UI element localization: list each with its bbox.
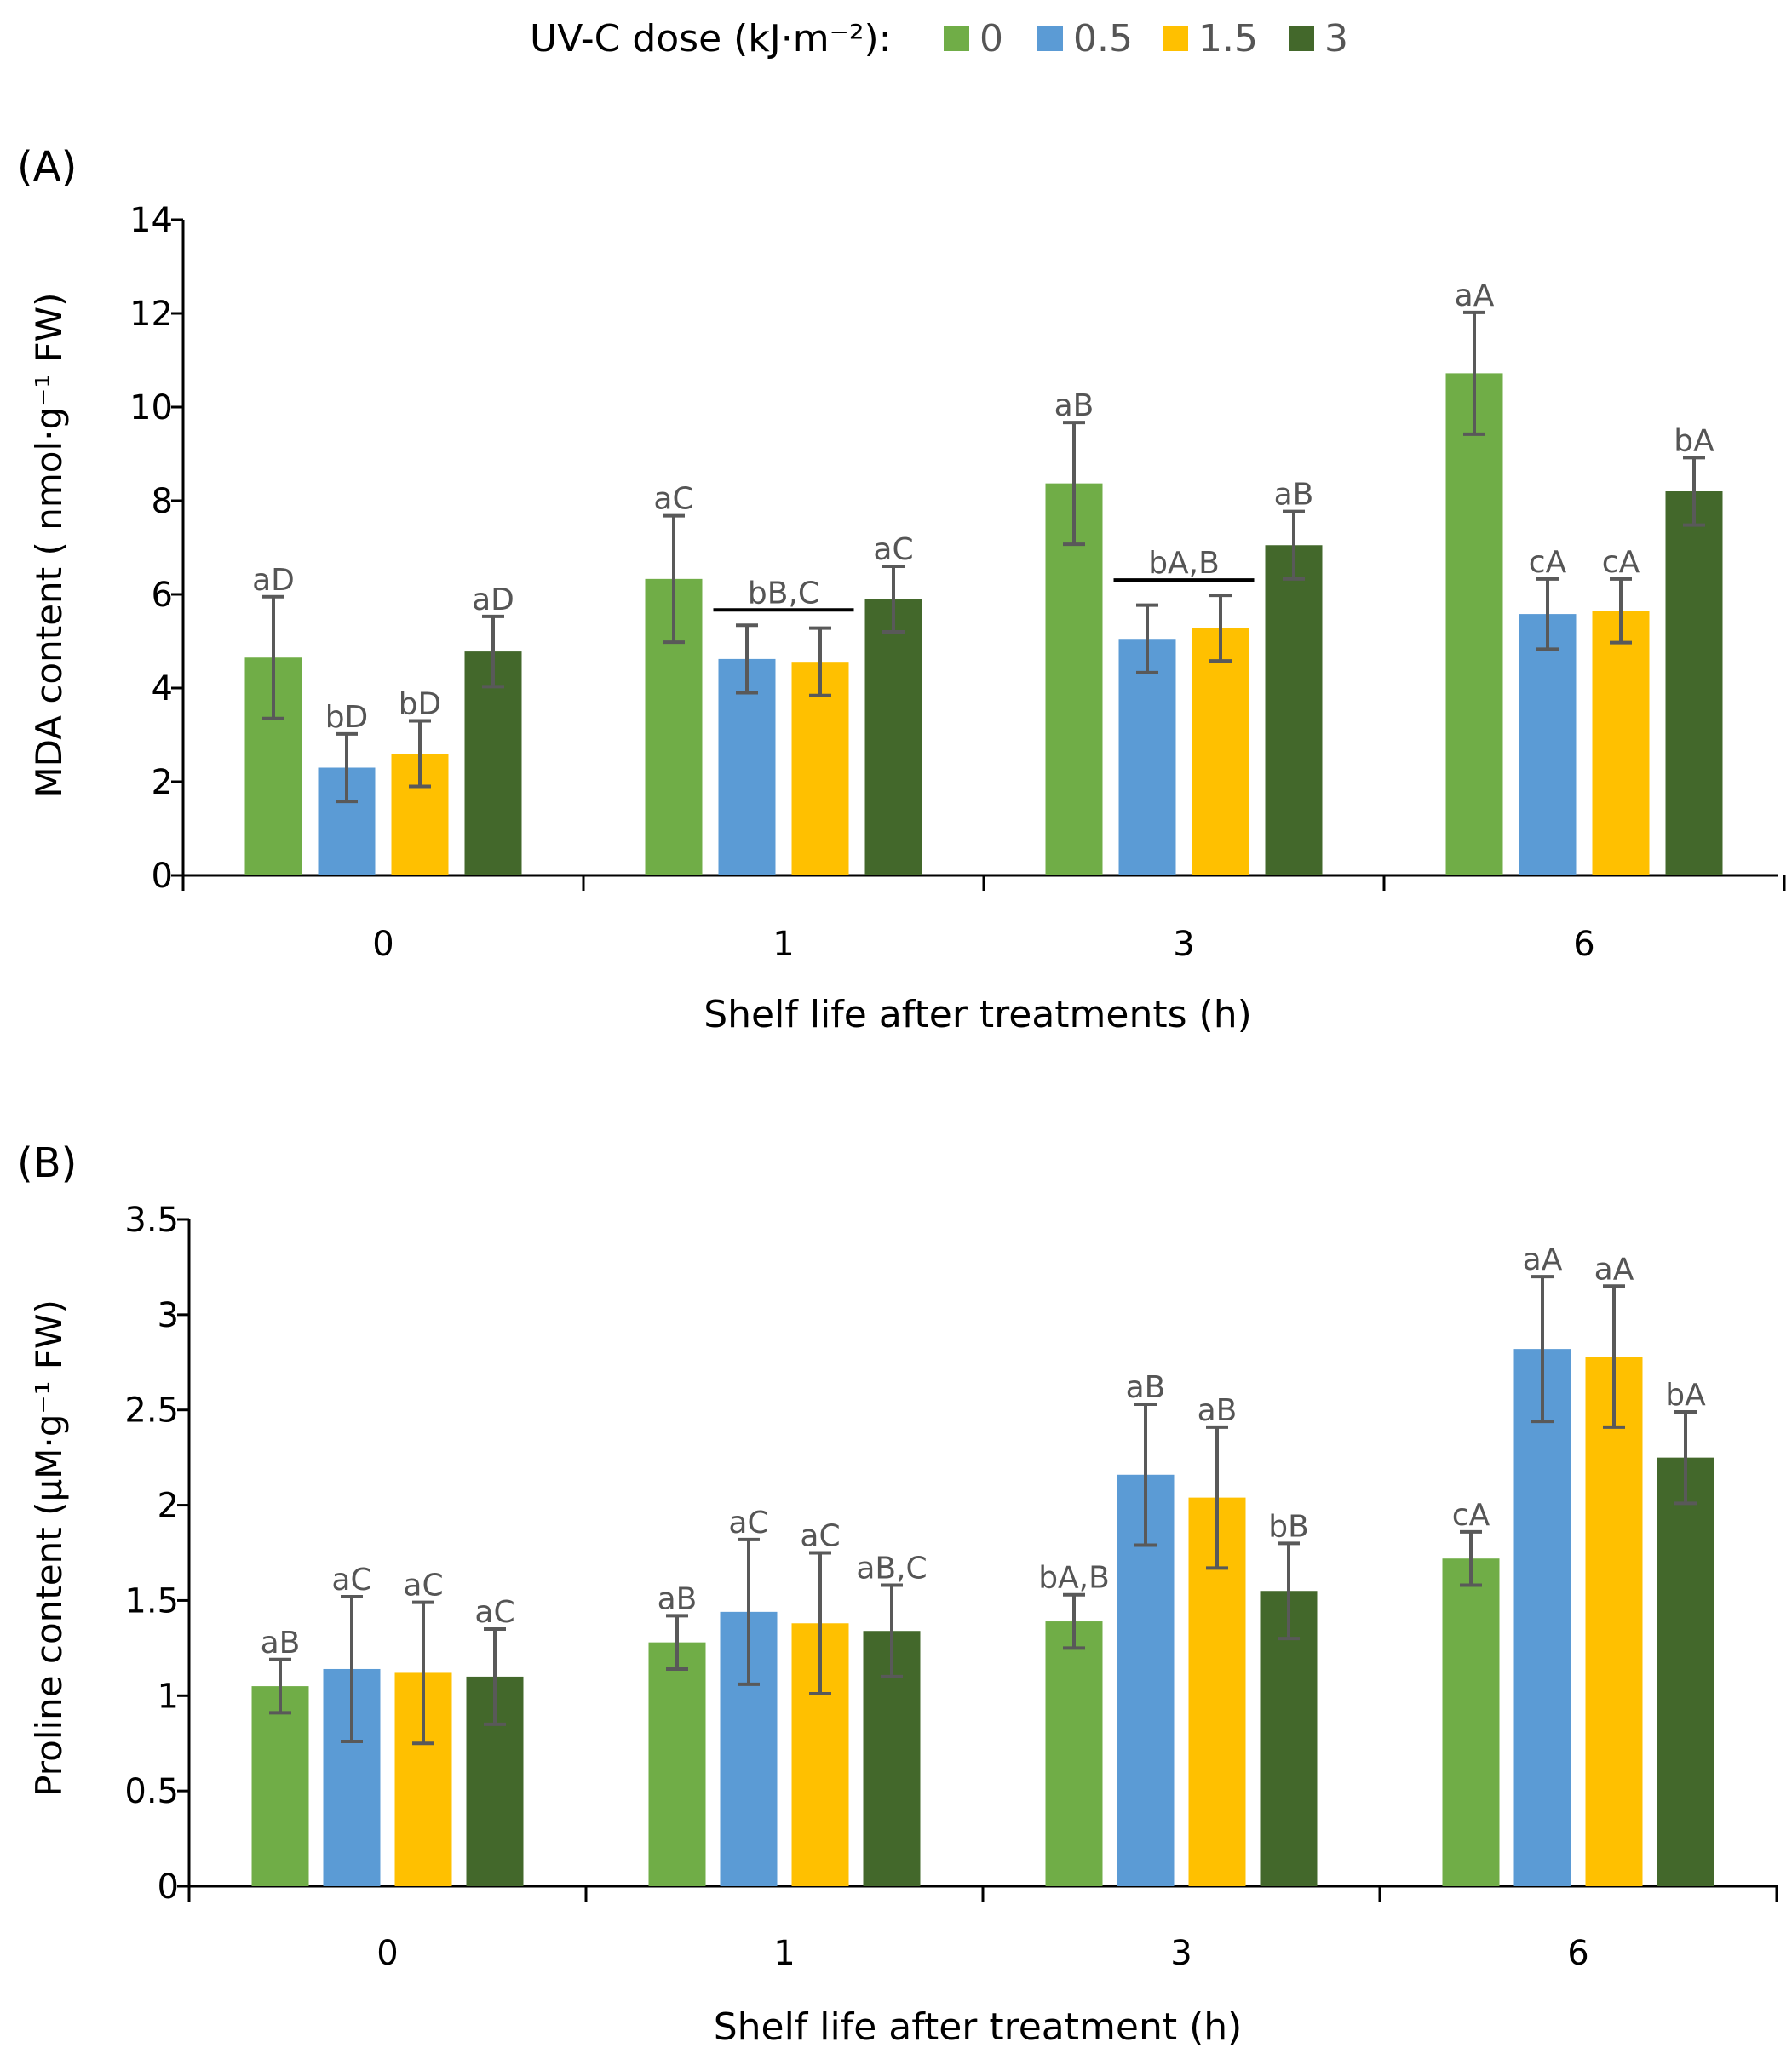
b-y-tick-label: 0.5 (124, 1772, 179, 1811)
legend: UV-C dose (kJ·m⁻²): 0 0.5 1.5 3 (530, 17, 1348, 60)
legend-label-0: 0 (979, 17, 1003, 60)
b-significance-label: aB,C (856, 1552, 927, 1586)
a-bar-0-6 (1445, 373, 1503, 875)
a-bar-0-5-1 (718, 658, 776, 875)
legend-title: UV-C dose (kJ·m⁻²): (530, 17, 891, 60)
b-bar-0-0 (251, 1686, 309, 1886)
a-y-tick-label: 4 (152, 669, 173, 708)
b-significance-label: aB (658, 1581, 698, 1616)
b-significance-label: bB (1268, 1509, 1309, 1544)
a-significance-label: aD (472, 582, 514, 617)
a-significance-label: aD (252, 563, 295, 598)
b-y-tick-label: 1.5 (124, 1581, 179, 1621)
b-bar-1-5-6 (1585, 1357, 1643, 1886)
a-y-tick-label: 8 (152, 482, 173, 521)
b-significance-label: bA (1665, 1378, 1706, 1413)
a-significance-label: aC (873, 532, 913, 567)
panel-a-x-axis-title: Shelf life after treatments (h) (704, 993, 1252, 1036)
b-y-tick-label: 2 (158, 1487, 179, 1526)
a-y-tick-label: 2 (152, 763, 173, 802)
b-bar-0-5-6 (1513, 1349, 1571, 1886)
a-significance-label: aA (1455, 278, 1495, 313)
b-significance-label: aB (261, 1626, 301, 1661)
a-bar-3-1 (864, 599, 922, 875)
a-x-tick-label: 3 (1173, 925, 1194, 964)
b-significance-label: aA (1594, 1252, 1634, 1287)
b-significance-label: aC (728, 1506, 768, 1540)
a-bar-3-3 (1265, 545, 1323, 875)
a-bar-3-6 (1665, 491, 1723, 875)
b-y-tick-label: 1 (158, 1677, 179, 1716)
b-significance-label: aC (800, 1519, 840, 1554)
a-y-tick-label: 10 (129, 388, 173, 427)
a-bar-1-5-1 (791, 662, 849, 875)
a-bar-1-5-6 (1592, 611, 1650, 875)
b-bar-0-6 (1442, 1558, 1500, 1886)
b-x-tick-label: 0 (376, 1934, 398, 1973)
a-x-tick-label: 0 (372, 925, 393, 964)
b-significance-label: aB (1126, 1370, 1166, 1405)
a-significance-label: aB (1054, 388, 1094, 423)
b-x-tick-label: 1 (773, 1934, 795, 1973)
b-y-tick-label: 0 (158, 1867, 179, 1907)
panel-a-label: (A) (17, 143, 77, 191)
a-significance-label: bA (1674, 423, 1714, 458)
legend-label-3: 3 (1324, 17, 1348, 60)
b-y-tick-label: 3.5 (124, 1201, 179, 1240)
a-x-tick-label: 6 (1573, 925, 1594, 964)
b-significance-label: aC (474, 1595, 514, 1630)
legend-swatch-1-5 (1163, 26, 1188, 51)
panel-a-mda-chart: (A) 0 2 4 6 8 10 12 14 0 1 3 6 aD aC aB aA bD cA bD cA aD aC a… (17, 143, 1786, 1036)
panel-b-y-axis-title: Proline content (μM·g⁻¹ FW) (28, 1299, 70, 1797)
b-significance-label: aA (1523, 1242, 1563, 1277)
b-x-tick-label: 3 (1170, 1934, 1192, 1973)
a-bar-1-5-3 (1192, 628, 1249, 875)
b-y-tick-label: 3 (158, 1296, 179, 1335)
panel-a-plot: 0 2 4 6 8 10 12 14 0 1 3 6 aD aC aB aA bD cA bD cA aD aC aB bA b… (129, 201, 1786, 964)
b-bar-0-1 (648, 1642, 706, 1886)
a-significance-label: cA (1602, 545, 1640, 580)
a-y-tick-label: 6 (152, 576, 173, 615)
panel-b-proline-chart: (B) 0 0.5 1 1.5 2 2.5 3 3.5 0 1 3 6 aB aB bA,B cA aC aC aB… (17, 1139, 1778, 2048)
a-significance-label: bD (399, 687, 442, 722)
b-x-tick-label: 6 (1567, 1934, 1588, 1973)
a-bar-0-5-6 (1519, 614, 1577, 875)
b-bar-3-6 (1657, 1457, 1714, 1886)
a-y-tick-label: 14 (129, 201, 173, 240)
b-significance-label: aC (403, 1569, 443, 1603)
panel-b-plot: 0 0.5 1 1.5 2 2.5 3 3.5 0 1 3 6 aB aB bA,B cA aC aC aB aA aC… (124, 1201, 1778, 1973)
legend-label-1-5: 1.5 (1198, 17, 1258, 60)
legend-label-0-5: 0.5 (1073, 17, 1133, 60)
b-significance-label: bA,B (1038, 1561, 1110, 1596)
a-y-tick-label: 0 (152, 857, 173, 896)
b-y-tick-label: 2.5 (124, 1391, 179, 1431)
a-bar-3-0 (464, 651, 522, 875)
a-y-tick-label: 12 (129, 295, 173, 334)
a-significance-label: bD (325, 700, 369, 735)
a-significance-label: cA (1529, 545, 1567, 580)
legend-swatch-3 (1289, 26, 1314, 51)
a-group-significance-label: bA,B (1148, 546, 1220, 581)
a-bar-0-3 (1045, 483, 1103, 875)
legend-swatch-0-5 (1037, 26, 1063, 51)
panel-b-x-axis-title: Shelf life after treatment (h) (714, 2005, 1243, 2048)
b-bar-0-3 (1045, 1621, 1103, 1886)
panel-a-y-axis-title: MDA content ( nmol·g⁻¹ FW) (28, 292, 70, 797)
b-significance-label: cA (1452, 1498, 1490, 1533)
legend-swatch-0 (944, 26, 969, 51)
a-x-tick-label: 1 (773, 925, 794, 964)
a-significance-label: aB (1274, 478, 1314, 513)
legend-items: 0 0.5 1.5 3 (944, 17, 1348, 60)
panel-b-label: (B) (17, 1139, 77, 1187)
a-bar-0-5-3 (1118, 639, 1176, 875)
a-significance-label: aC (653, 482, 693, 517)
a-group-significance-label: bB,C (748, 576, 819, 611)
b-significance-label: aC (331, 1563, 371, 1598)
b-significance-label: aB (1198, 1393, 1238, 1428)
